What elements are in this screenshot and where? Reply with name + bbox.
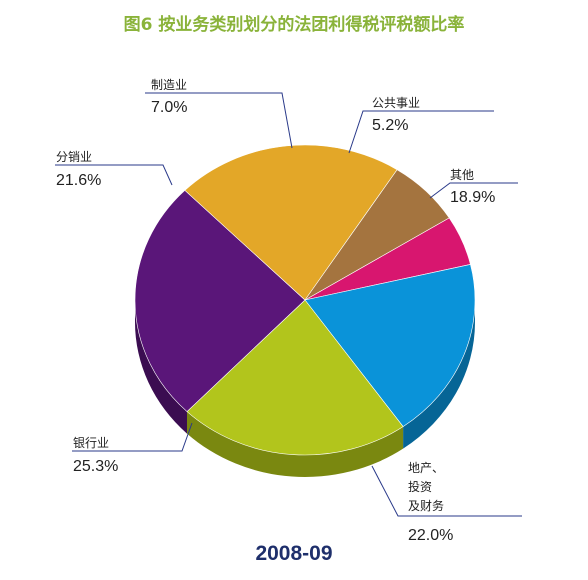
- pie-depth: [135, 300, 476, 477]
- slice-value-label: 22.0%: [408, 527, 453, 544]
- leader-line: [429, 182, 518, 199]
- slice-category-label: 地产、: [408, 461, 444, 475]
- pie-slice: [186, 299, 404, 456]
- leader-line: [371, 465, 522, 517]
- slice-value-label: 18.9%: [450, 189, 495, 206]
- slice-category-label: 银行业: [73, 436, 109, 450]
- slice-category-label: 制造业: [151, 78, 187, 92]
- pie-slice: [184, 144, 398, 301]
- chart-title: 图6 按业务类别划分的法团利得税评税额比率: [123, 15, 465, 35]
- leader-line: [145, 92, 293, 149]
- leader-line: [55, 164, 173, 186]
- slice-value-label: 5.2%: [372, 117, 408, 134]
- slice-category-label: 投资: [408, 479, 432, 494]
- pie-slice-side: [186, 411, 404, 477]
- pie-slice-side: [135, 300, 187, 434]
- leader-line: [348, 110, 494, 154]
- pie-slice: [134, 189, 306, 412]
- pie-slice-side: [403, 300, 476, 449]
- slice-category-label: 其他: [450, 168, 474, 182]
- pie-slice: [304, 264, 476, 427]
- slice-value-label: 7.0%: [151, 99, 187, 116]
- slice-value-label: 21.6%: [56, 172, 101, 189]
- slice-category-label: 分销业: [56, 150, 92, 164]
- slice-value-label: 25.3%: [73, 458, 118, 475]
- slice-category-label: 及财务: [408, 498, 444, 513]
- chart-period-label: 2008-09: [255, 542, 333, 565]
- pie-slice: [304, 169, 450, 301]
- leader-line: [72, 422, 193, 452]
- slice-category-label: 公共事业: [372, 96, 420, 110]
